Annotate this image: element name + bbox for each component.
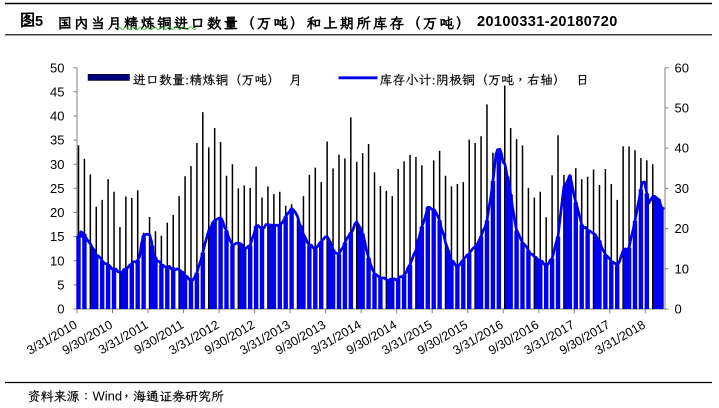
svg-text:45: 45 [50,84,64,99]
svg-text:50: 50 [50,60,64,75]
svg-text:15: 15 [50,229,64,244]
svg-text:20100331-20180720: 20100331-20180720 [477,14,618,30]
svg-text:10: 10 [675,261,689,276]
svg-text:20: 20 [675,221,689,236]
svg-text:35: 35 [50,133,64,148]
svg-text:40: 40 [675,141,689,156]
svg-text:0: 0 [675,302,682,317]
svg-text:60: 60 [675,60,689,75]
svg-text:30: 30 [50,157,64,172]
svg-text:5: 5 [35,14,43,30]
svg-text:30: 30 [675,181,689,196]
svg-text:25: 25 [50,181,64,196]
svg-text:Wind: Wind [93,389,123,404]
svg-text:40: 40 [50,109,64,124]
svg-text:0: 0 [57,302,64,317]
svg-text:50: 50 [675,101,689,116]
svg-text:5: 5 [57,278,64,293]
svg-text:20: 20 [50,205,64,220]
svg-text:10: 10 [50,253,64,268]
